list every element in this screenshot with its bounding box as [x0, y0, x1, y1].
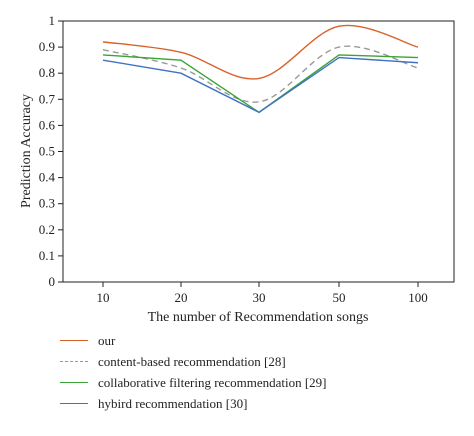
y-tick-label: 0.6	[39, 117, 56, 132]
legend-swatch	[60, 382, 88, 383]
y-tick-label: 0.2	[39, 222, 55, 237]
legend-label: collaborative filtering recommendation […	[98, 375, 327, 390]
series-line-1	[102, 45, 419, 103]
series-line-2	[102, 54, 419, 114]
y-tick-label: 0.7	[39, 91, 56, 106]
legend-item: hybird recommendation [30]	[60, 393, 470, 414]
x-tick-label: 50	[333, 290, 346, 305]
series-line-3	[102, 56, 419, 114]
legend: our content-based recommendation [28] coll…	[60, 330, 470, 414]
legend-label: hybird recommendation [30]	[98, 396, 248, 411]
legend-swatch	[60, 340, 88, 341]
legend-item: content-based recommendation [28]	[60, 351, 470, 372]
y-tick-label: 0	[49, 274, 56, 289]
y-axis-title: Prediction Accuracy	[19, 94, 34, 208]
x-axis-title: The number of Recommendation songs	[148, 310, 369, 325]
legend-swatch	[60, 403, 88, 404]
x-tick-label: 30	[253, 290, 266, 305]
y-axis-ticks: 0 0.1 0.2 0.3 0.4 0.5 0.6 0.7 0.8 0.9 1	[39, 13, 63, 289]
x-tick-label: 20	[175, 290, 188, 305]
legend-item: our	[60, 330, 470, 351]
x-axis-ticks: 10 20 30 50 100	[97, 282, 428, 305]
series-lines	[102, 24, 419, 114]
y-tick-label: 1	[49, 13, 56, 28]
x-tick-label: 10	[97, 290, 110, 305]
legend-item: collaborative filtering recommendation […	[60, 372, 470, 393]
legend-swatch	[60, 361, 88, 362]
y-tick-label: 0.8	[39, 65, 55, 80]
legend-label: content-based recommendation [28]	[98, 354, 286, 369]
y-tick-label: 0.9	[39, 39, 55, 54]
x-tick-label: 100	[408, 290, 428, 305]
y-tick-label: 0.4	[39, 170, 56, 185]
series-line-0	[102, 24, 419, 80]
legend-label: our	[98, 333, 116, 348]
y-tick-label: 0.3	[39, 196, 55, 211]
y-tick-label: 0.1	[39, 248, 55, 263]
plot-frame	[62, 20, 455, 283]
y-tick-label: 0.5	[39, 144, 55, 159]
